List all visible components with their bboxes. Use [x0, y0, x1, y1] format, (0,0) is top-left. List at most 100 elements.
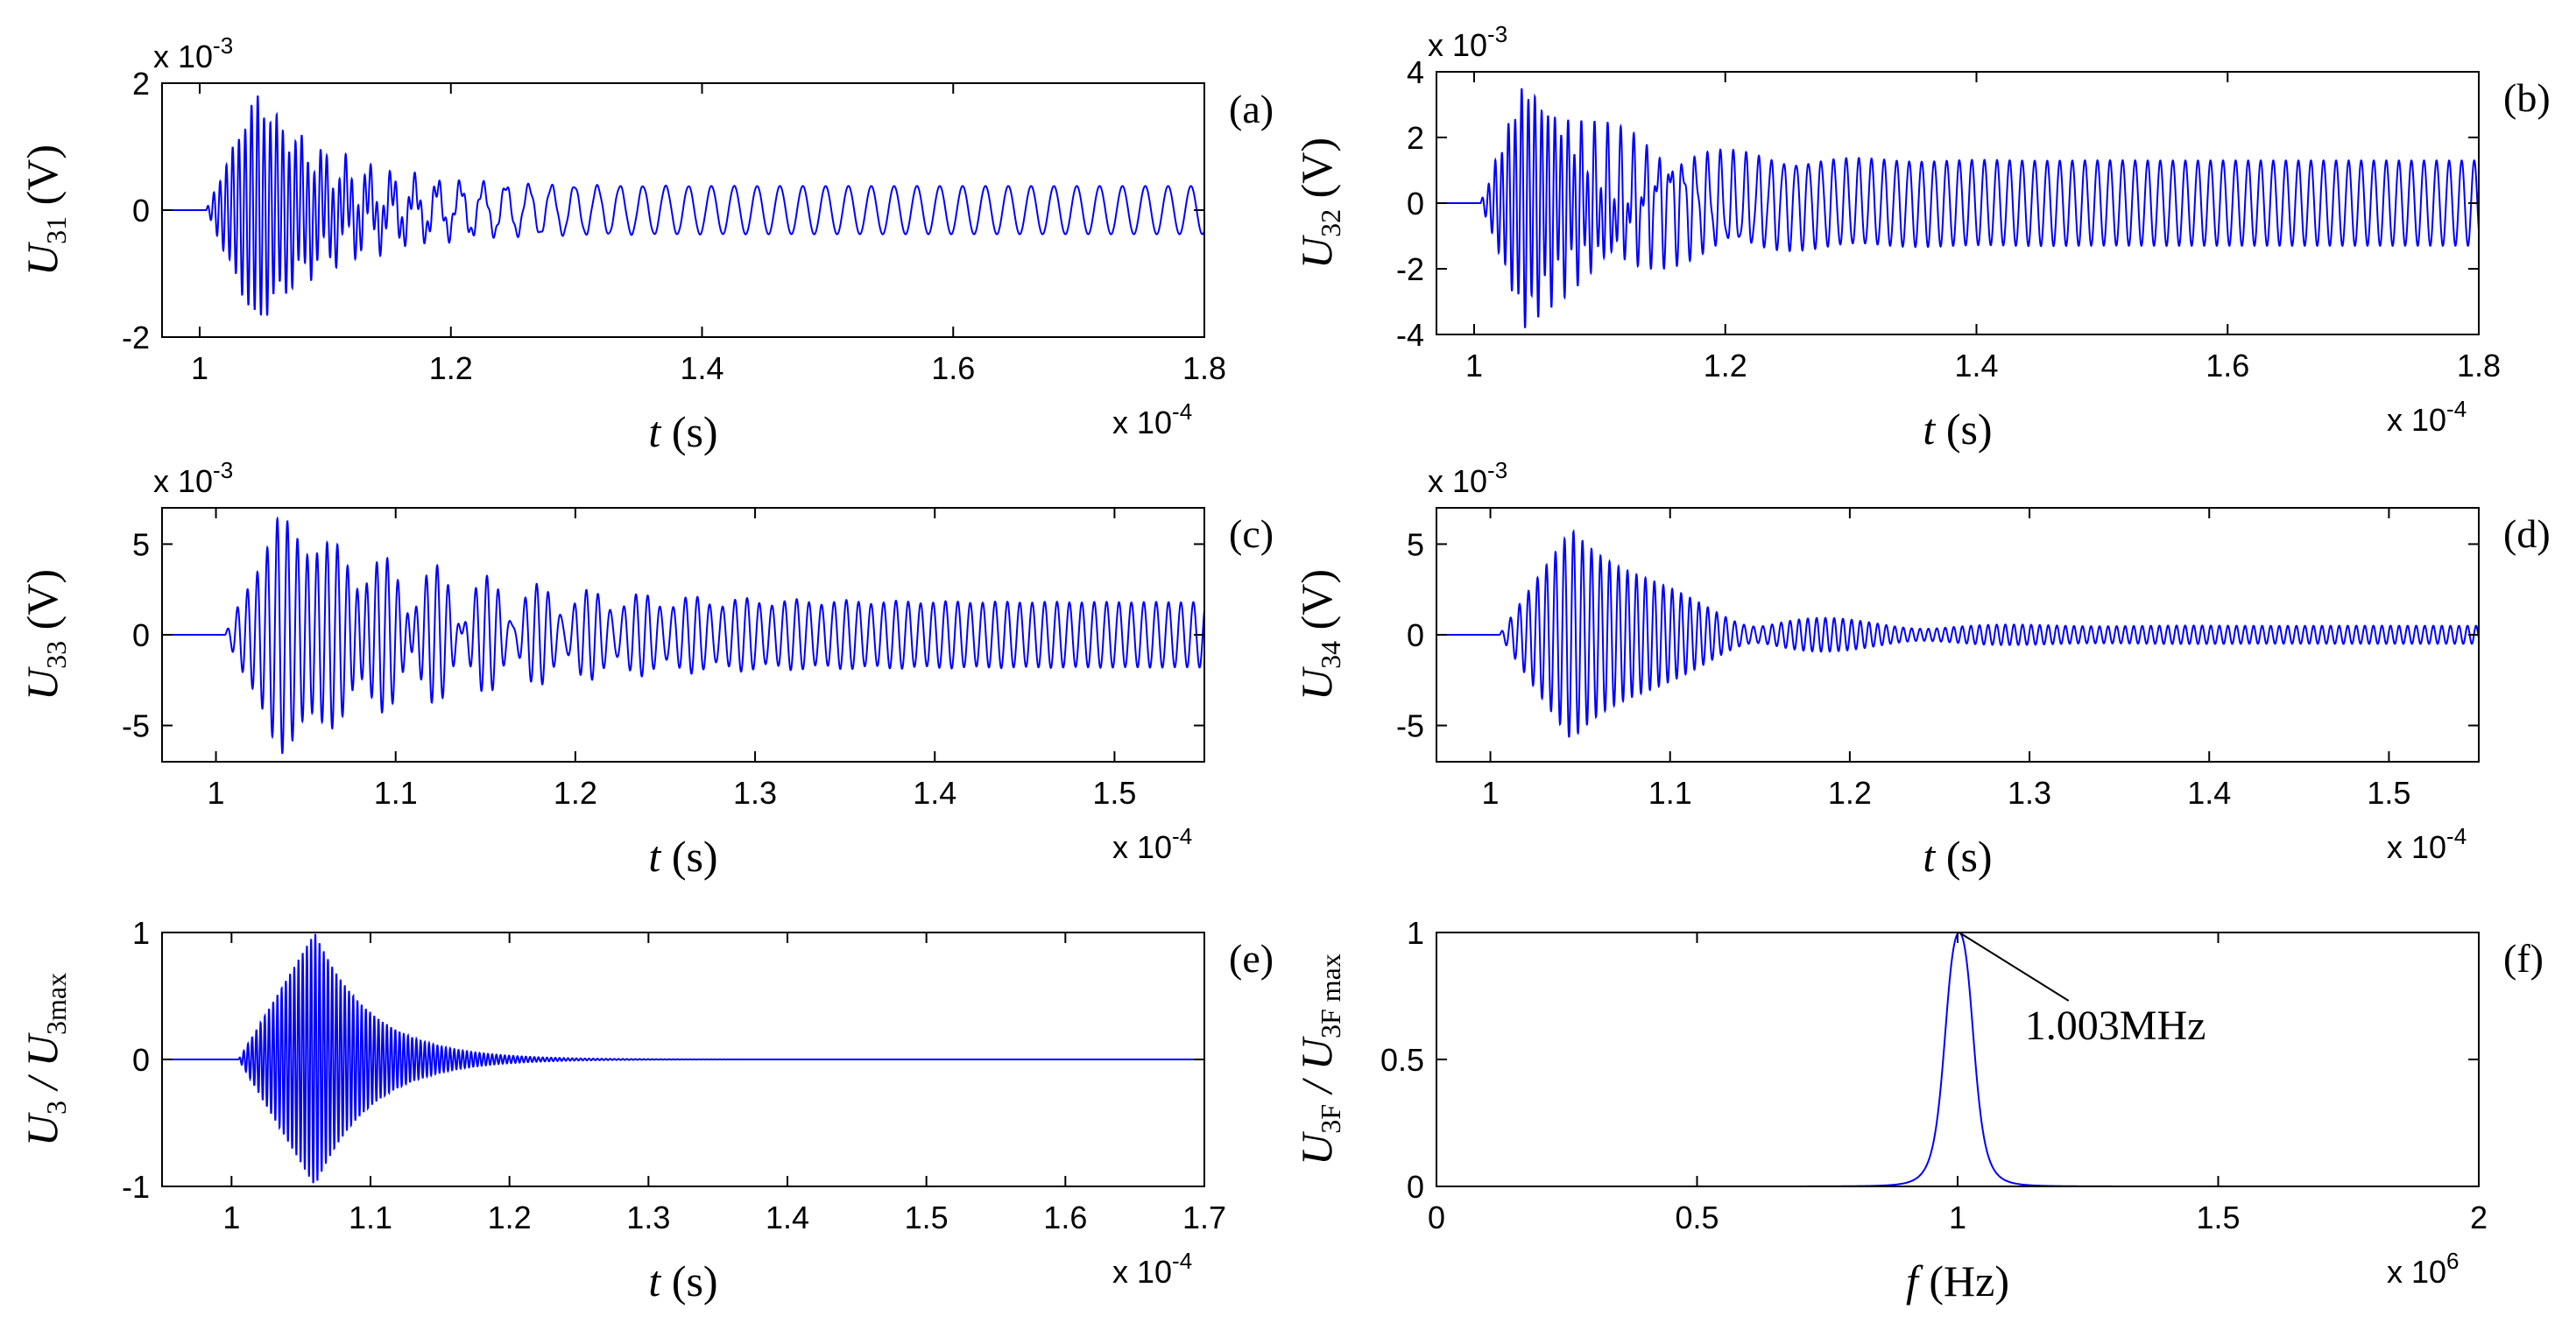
- y-exponent-power: -3: [1487, 21, 1507, 47]
- x-tick-label: 1: [1482, 775, 1500, 811]
- y-tick-label: 0: [132, 1042, 150, 1078]
- x-tick-label: 1.7: [1182, 1200, 1226, 1235]
- x-tick-label: 1.2: [1828, 775, 1872, 811]
- y-exponent-label: x 10-3: [1428, 21, 1507, 63]
- y-axis-subscript: 3: [40, 1101, 72, 1115]
- y-tick-label: -2: [1396, 251, 1424, 287]
- x-axis-unit: (s): [1935, 832, 1992, 881]
- x-axis-var: t: [648, 407, 661, 456]
- y-exponent-label: x 10-3: [153, 32, 233, 74]
- y-axis-subscript: 33: [40, 641, 72, 669]
- x-tick-label: 2: [2470, 1200, 2488, 1235]
- x-tick-label: 1.2: [554, 775, 597, 811]
- x-tick-label: 1.4: [913, 775, 956, 811]
- x-tick-label: 1.2: [488, 1200, 532, 1235]
- y-tick-label: 5: [132, 526, 150, 562]
- x-tick-label: 1.3: [626, 1200, 670, 1235]
- y-axis-var: U: [18, 242, 67, 276]
- y-tick-label: 1: [132, 915, 150, 951]
- x-tick-label: 1.3: [2008, 775, 2051, 811]
- x-axis-var: t: [648, 1256, 661, 1305]
- x-tick-label: 1: [1465, 348, 1483, 384]
- x-exponent-power: -4: [1172, 1248, 1192, 1274]
- x-tick-label: 1.4: [680, 350, 723, 386]
- x-axis-label: t (s): [648, 407, 717, 456]
- x-exponent-label: x 10-4: [1112, 823, 1192, 865]
- x-tick-label: 1.1: [349, 1200, 392, 1235]
- series-line-e: [162, 933, 1204, 1184]
- series-line-d: [1436, 529, 2479, 738]
- y-tick-label: -2: [122, 320, 150, 355]
- y-axis-var: U: [18, 666, 67, 700]
- y-axis-var: U: [1292, 666, 1341, 700]
- x-axis-unit: (s): [660, 1256, 717, 1305]
- x-tick-label: 1.6: [2205, 348, 2249, 384]
- series-line-a: [162, 95, 1204, 316]
- annotation-arrow: [1958, 932, 2070, 1002]
- x-exponent-power: -4: [1172, 823, 1192, 849]
- x-tick-label: 1.2: [1704, 348, 1747, 384]
- annotation-label: 1.003MHz: [2025, 1003, 2206, 1049]
- x-axis-label: t (s): [1923, 832, 1992, 881]
- panel-label: (c): [1229, 511, 1274, 556]
- y-tick-label: -4: [1396, 317, 1424, 353]
- x-exponent-label: x 10-4: [2387, 396, 2467, 438]
- axes-frame: [1436, 932, 2480, 1187]
- panel-label: (d): [2503, 511, 2551, 556]
- x-exponent-label: x 10-4: [1112, 1248, 1192, 1290]
- panel-c: 1 1.1 1.2 1.3 1.4 1.5 -5 0 5x 10-3 x 10-4 t (s) U33…: [18, 457, 1274, 881]
- y-axis-unit: (V): [18, 144, 67, 216]
- x-tick-label: 1.1: [1648, 775, 1692, 811]
- series-line-b: [1436, 88, 2479, 328]
- panel-f: 0 0.5 1 1.5 2 0 0.5 1 x 106 f (Hz) U3F / U3F max (f…: [1292, 915, 2544, 1305]
- y-exponent-power: -3: [213, 457, 233, 483]
- panel-label: (b): [2503, 75, 2551, 120]
- x-exponent-power: 6: [2446, 1248, 2459, 1274]
- panel-d: 1 1.1 1.2 1.3 1.4 1.5 -5 0 5x 10-3 x 10-4 t (s) U34…: [1292, 457, 2551, 881]
- x-axis-label: t (s): [648, 832, 717, 881]
- x-axis-label: t (s): [648, 1256, 717, 1305]
- x-tick-label: 1.4: [2187, 775, 2231, 811]
- y-axis-divider: / U: [1292, 1036, 1341, 1104]
- y-axis-label: U3F / U3F max: [1292, 954, 1346, 1165]
- y-axis-label: U31 (V): [18, 144, 72, 276]
- x-axis-unit: (s): [1935, 405, 1992, 454]
- x-tick-label: 1: [208, 775, 225, 811]
- y-tick-label: 2: [1407, 120, 1424, 156]
- x-axis-var: t: [1923, 405, 1936, 454]
- x-tick-label: 1.5: [2196, 1200, 2240, 1235]
- x-tick-label: 1.8: [2457, 348, 2501, 384]
- y-axis-var: U: [18, 1112, 67, 1146]
- y-tick-label: -5: [122, 708, 150, 744]
- y-tick-label: 2: [132, 66, 150, 102]
- y-tick-label: 0: [132, 617, 150, 653]
- x-axis-unit: (Hz): [1918, 1256, 2009, 1305]
- x-axis-var: t: [648, 832, 661, 881]
- y-tick-label: 1: [1407, 915, 1424, 951]
- x-exponent-label: x 10-4: [2387, 823, 2467, 865]
- y-axis-subscript: 31: [40, 216, 72, 244]
- panel-e: 1 1.1 1.2 1.3 1.4 1.5 1.6 1.7 -1 0 1 x 10-4 t (s) U3 …: [18, 915, 1274, 1305]
- y-tick-label: 4: [1407, 54, 1424, 90]
- y-tick-label: -1: [122, 1169, 150, 1205]
- y-axis-subscript: 34: [1315, 641, 1346, 669]
- x-tick-label: 1.2: [429, 350, 473, 386]
- y-exponent-label: x 10-3: [153, 457, 233, 499]
- y-tick-label: 0: [1407, 1169, 1424, 1205]
- x-axis-label: f (Hz): [1906, 1256, 2009, 1305]
- x-tick-label: 1.4: [766, 1200, 809, 1235]
- panel-label: (e): [1229, 936, 1274, 981]
- y-axis-unit: (V): [18, 569, 67, 641]
- y-axis-label: U34 (V): [1292, 569, 1346, 700]
- x-exponent-power: -4: [2446, 823, 2467, 849]
- x-tick-label: 1.6: [1043, 1200, 1087, 1235]
- y-exponent-power: -3: [1487, 457, 1507, 483]
- y-axis-subscript-2: 3max: [40, 973, 72, 1035]
- panel-a: 1 1.2 1.4 1.6 1.8 -2 0 2x 10-3 x 10-4 t (s) U31 (V…: [18, 32, 1274, 456]
- y-axis-label: U33 (V): [18, 569, 72, 700]
- x-tick-label: 1.5: [905, 1200, 949, 1235]
- x-exponent-label: x 10-4: [1112, 398, 1192, 440]
- y-exponent-label: x 10-3: [1428, 457, 1507, 499]
- x-tick-label: 1.3: [733, 775, 777, 811]
- panel-b: 1 1.2 1.4 1.6 1.8 -4 -2 0 2 4x 10-3 x 10-4 t (s) U32…: [1292, 21, 2551, 454]
